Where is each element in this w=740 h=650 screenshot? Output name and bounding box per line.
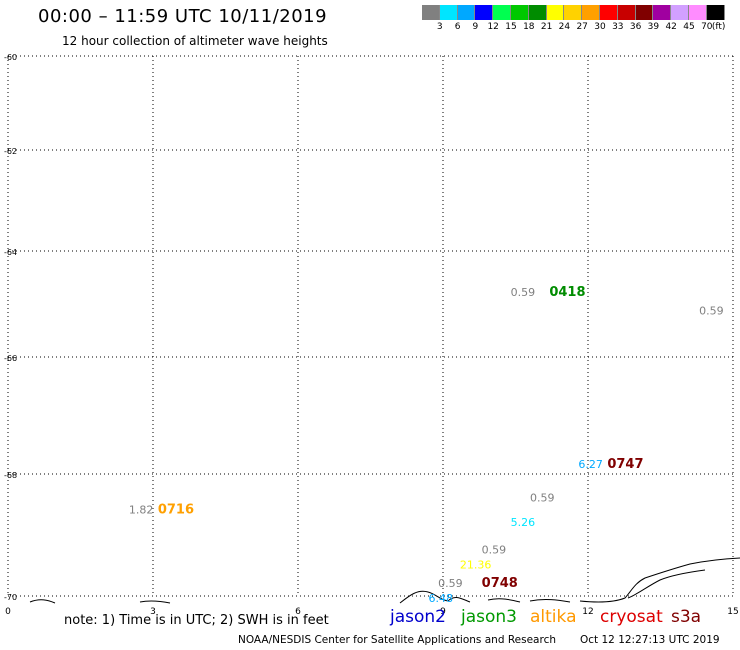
wave-height-label: 0.59 [530, 491, 555, 504]
colorbar-swatch [617, 5, 636, 20]
colorbar-label: 36 [629, 22, 642, 32]
lon-tick-label: 6 [295, 607, 301, 617]
colorbar-swatch [475, 5, 494, 20]
wave-height-label: 1.82 [129, 504, 154, 517]
colorbar-swatch [439, 5, 458, 20]
colorbar-swatch [528, 5, 547, 20]
colorbar-label: (ft) [711, 22, 726, 32]
map-grid [7, 55, 734, 597]
map-title: 00:00 – 11:59 UTC 10/11/2019 [38, 6, 328, 27]
timestamp: Oct 12 12:27:13 UTC 2019 [580, 634, 720, 646]
colorbar-label: 9 [472, 22, 479, 32]
lat-tick-label: -68 [4, 471, 17, 480]
antarctic-coastline [29, 557, 740, 604]
pass-time-label: 0747 [607, 457, 643, 472]
wave-height-colorbar [422, 5, 725, 20]
colorbar-label: 3 [436, 22, 443, 32]
colorbar-swatch [422, 5, 440, 20]
colorbar-label: 27 [576, 22, 588, 32]
units-note: note: 1) Time is in UTC; 2) SWH is in fe… [64, 613, 329, 628]
colorbar-swatch [546, 5, 565, 20]
pass-time-label: 0748 [482, 576, 518, 591]
colorbar-label: 6 [454, 22, 461, 32]
colorbar-label: 21 [540, 22, 553, 32]
lat-tick-label: -66 [4, 354, 17, 363]
colorbar-swatch [457, 5, 476, 20]
coastline-inner [627, 569, 706, 599]
wave-height-annotations: 0.59 0418 0.59 6.27 0747 1.82 0716 0.59 5.26 0.59… [129, 285, 724, 605]
colorbar-label: 15 [505, 22, 517, 32]
lon-tick-label: 15 [727, 607, 738, 617]
lon-tick-label: 3 [150, 607, 156, 617]
colorbar-label: 70 [701, 22, 713, 32]
lat-tick-label: -60 [4, 53, 17, 62]
colorbar-swatch [564, 5, 583, 20]
colorbar-label: 30 [594, 22, 606, 32]
wave-height-label: 0.59 [438, 577, 463, 590]
colorbar-swatch [510, 5, 529, 20]
pass-time-label: 0418 [549, 285, 585, 300]
colorbar-label: 18 [523, 22, 535, 32]
colorbar-swatch [599, 5, 618, 20]
credit-line: NOAA/NESDIS Center for Satellite Applica… [238, 634, 556, 646]
coastline-path [29, 557, 740, 604]
lat-tick-label: -62 [4, 147, 17, 156]
colorbar-label: 24 [558, 22, 571, 32]
lat-tick-label: -64 [4, 248, 17, 257]
wave-height-label: 21.36 [460, 559, 492, 572]
satellite-jason2: jason2 [390, 607, 446, 627]
colorbar-swatch [653, 5, 672, 20]
lon-tick-label: 12 [582, 607, 593, 617]
colorbar-swatch [671, 5, 689, 20]
colorbar-label: 45 [683, 22, 695, 32]
colorbar-swatch [582, 5, 600, 20]
colorbar-label: 33 [612, 22, 624, 32]
wave-height-label: 6.27 [578, 458, 603, 471]
wave-height-label: 0.59 [482, 543, 507, 556]
wave-height-label: 0.59 [699, 305, 724, 318]
lon-tick-label: 9 [440, 607, 446, 617]
colorbar-swatch [706, 5, 725, 20]
colorbar-swatch [635, 5, 654, 20]
wave-height-label: 5.26 [511, 516, 535, 529]
map-subtitle: 12 hour collection of altimeter wave hei… [62, 34, 328, 48]
pass-time-label: 0716 [158, 503, 194, 518]
satellite-s3a: s3a [671, 607, 702, 627]
colorbar-swatch [688, 5, 707, 20]
colorbar-label: 42 [665, 22, 677, 32]
wave-height-label: 6.48 [429, 592, 454, 605]
satellite-jason3: jason3 [461, 607, 517, 627]
lon-tick-label: 0 [5, 607, 11, 617]
colorbar-labels: 3 6 9 12 15 18 21 24 27 30 33 36 39 42 45 70 (ft) [422, 22, 740, 34]
lat-tick-label: -70 [4, 593, 17, 602]
colorbar-label: 39 [647, 22, 660, 32]
axis-tick-labels: 0 3 6 9 12 15 -60 -62 -64 -66 -68 -70 [4, 53, 739, 617]
wave-height-label: 0.59 [511, 286, 535, 299]
colorbar-label: 12 [487, 22, 499, 32]
satellite-cryosat: cryosat [600, 607, 663, 627]
colorbar-swatch [493, 5, 511, 20]
satellite-altika: altika [530, 607, 577, 627]
